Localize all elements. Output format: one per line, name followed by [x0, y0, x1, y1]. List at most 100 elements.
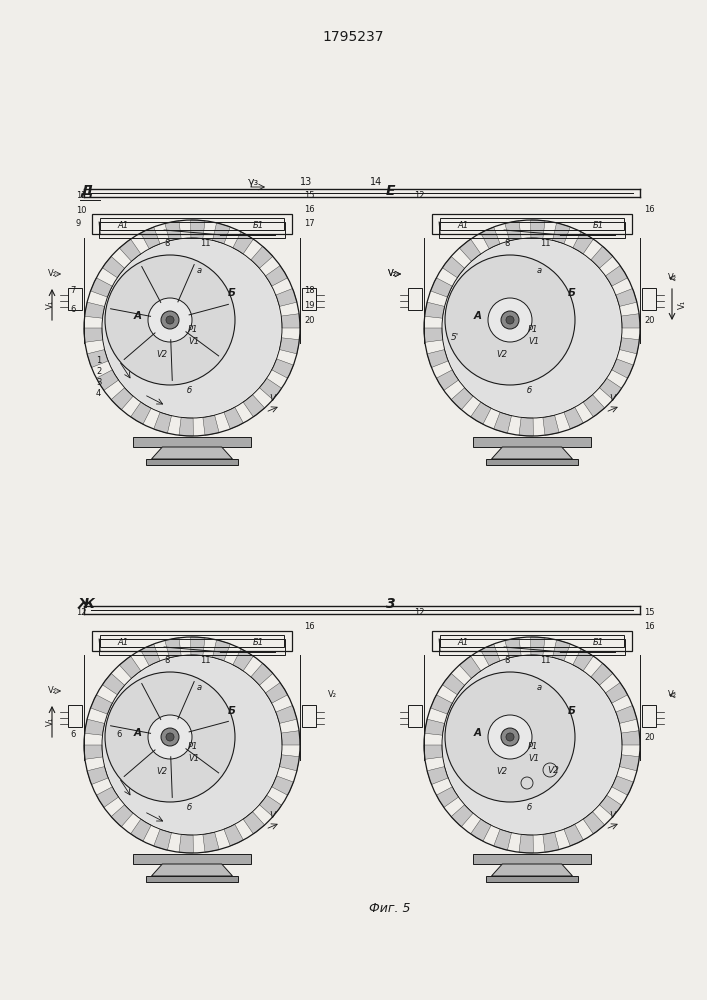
Bar [439, 222, 625, 238]
Wedge shape [552, 640, 571, 661]
Text: Р1: Р1 [528, 325, 538, 334]
Wedge shape [436, 787, 459, 807]
Wedge shape [505, 221, 521, 241]
Bar [432, 631, 632, 651]
Text: 13: 13 [300, 177, 312, 187]
Text: Д: Д [80, 184, 93, 198]
Wedge shape [119, 239, 141, 261]
Text: а: а [197, 683, 202, 692]
Bar [99, 222, 285, 238]
Circle shape [501, 311, 519, 329]
Text: 11: 11 [200, 239, 211, 248]
Text: 18: 18 [304, 286, 315, 295]
Wedge shape [451, 805, 473, 827]
Wedge shape [179, 834, 193, 853]
Text: 7: 7 [70, 286, 76, 295]
Wedge shape [619, 338, 639, 354]
Wedge shape [213, 640, 230, 661]
Wedge shape [111, 388, 133, 410]
Text: А: А [134, 728, 141, 738]
Text: 1795237: 1795237 [322, 30, 384, 44]
Text: 11: 11 [200, 656, 211, 665]
Wedge shape [427, 767, 448, 785]
Wedge shape [251, 663, 273, 685]
Circle shape [445, 255, 575, 385]
Wedge shape [131, 819, 151, 841]
Wedge shape [519, 417, 533, 436]
Text: 8: 8 [164, 239, 170, 248]
Wedge shape [621, 314, 640, 328]
Text: V: V [609, 394, 616, 403]
Bar [408, 705, 422, 727]
Wedge shape [103, 673, 124, 695]
Text: А1: А1 [457, 221, 468, 230]
Text: 12: 12 [76, 608, 86, 617]
Bar [408, 288, 422, 310]
Wedge shape [605, 266, 628, 286]
Bar [642, 705, 656, 727]
Wedge shape [460, 656, 481, 678]
Wedge shape [600, 378, 621, 400]
Text: V₁: V₁ [46, 299, 55, 309]
Text: б: б [527, 803, 532, 812]
Wedge shape [203, 415, 219, 435]
Wedge shape [543, 415, 559, 435]
Text: 16: 16 [644, 205, 655, 214]
Wedge shape [213, 223, 230, 244]
Bar [68, 705, 82, 727]
Wedge shape [119, 656, 141, 678]
Wedge shape [96, 787, 119, 807]
Circle shape [105, 255, 235, 385]
Wedge shape [243, 812, 264, 834]
Text: Р1: Р1 [528, 742, 538, 751]
Wedge shape [600, 795, 621, 817]
Wedge shape [265, 683, 288, 703]
Wedge shape [531, 637, 545, 656]
Wedge shape [612, 776, 633, 795]
Circle shape [166, 316, 174, 324]
Text: V₂: V₂ [668, 273, 677, 282]
Wedge shape [85, 719, 105, 735]
Wedge shape [224, 824, 243, 846]
Text: V₁: V₁ [46, 716, 55, 726]
Wedge shape [279, 755, 299, 771]
Text: 17: 17 [304, 219, 315, 228]
Text: 2: 2 [96, 367, 101, 376]
Wedge shape [276, 705, 297, 723]
Wedge shape [543, 832, 559, 852]
Circle shape [103, 239, 281, 417]
Circle shape [148, 298, 192, 342]
Text: V1: V1 [188, 754, 199, 763]
Text: 8: 8 [504, 656, 509, 665]
Text: А1: А1 [117, 221, 128, 230]
Bar [99, 639, 285, 655]
Circle shape [445, 672, 575, 802]
Wedge shape [443, 673, 464, 695]
Polygon shape [151, 447, 233, 459]
Circle shape [103, 656, 281, 834]
Wedge shape [281, 731, 300, 745]
Polygon shape [491, 447, 573, 459]
Polygon shape [491, 864, 573, 876]
Wedge shape [573, 232, 593, 254]
Text: 11: 11 [540, 239, 551, 248]
Text: 14: 14 [370, 177, 382, 187]
Text: V: V [270, 811, 276, 820]
Text: А1: А1 [117, 638, 128, 647]
Wedge shape [573, 649, 593, 671]
Wedge shape [591, 246, 613, 268]
Bar [146, 459, 238, 465]
Bar [642, 288, 656, 310]
Text: 16: 16 [644, 622, 655, 631]
Text: V2: V2 [496, 767, 508, 776]
Circle shape [501, 728, 519, 746]
Text: Б1: Б1 [253, 638, 264, 647]
Text: 10: 10 [76, 206, 86, 215]
Bar [486, 459, 578, 465]
Text: Е: Е [386, 184, 395, 198]
Text: Р1: Р1 [188, 325, 199, 334]
Text: 12: 12 [414, 191, 424, 200]
Text: 6: 6 [70, 305, 76, 314]
Wedge shape [141, 644, 160, 666]
Bar [92, 214, 292, 234]
